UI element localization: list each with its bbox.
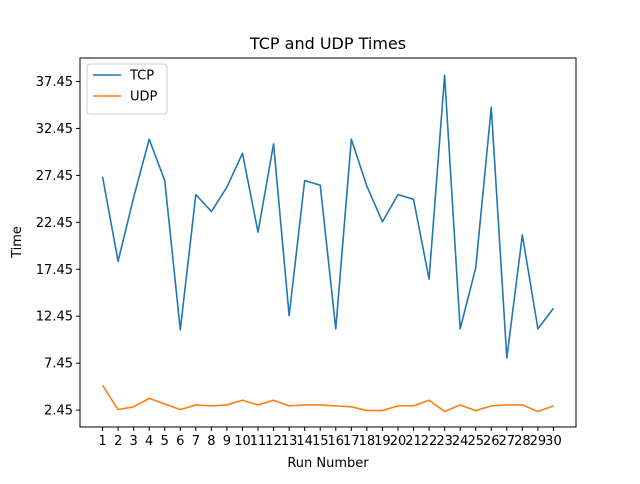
chart-title: TCP and UDP Times bbox=[249, 34, 406, 53]
legend-label-tcp: TCP bbox=[129, 69, 154, 84]
x-tick-label: 13 bbox=[281, 434, 298, 449]
y-tick-label: 2.45 bbox=[44, 404, 73, 419]
x-tick-label: 19 bbox=[374, 434, 391, 449]
x-tick-label: 8 bbox=[207, 434, 215, 449]
y-tick-label: 32.45 bbox=[36, 122, 73, 137]
x-tick-label: 11 bbox=[250, 434, 267, 449]
x-tick-label: 10 bbox=[234, 434, 251, 449]
x-tick-label: 1 bbox=[98, 434, 106, 449]
x-tick-label: 25 bbox=[467, 434, 484, 449]
y-tick-label: 37.45 bbox=[36, 75, 73, 90]
x-tick-label: 12 bbox=[265, 434, 282, 449]
x-tick-label: 30 bbox=[545, 434, 562, 449]
x-tick-label: 15 bbox=[312, 434, 329, 449]
x-tick-label: 27 bbox=[499, 434, 516, 449]
x-tick-label: 3 bbox=[130, 434, 138, 449]
y-tick-label: 7.45 bbox=[44, 357, 73, 372]
x-tick-label: 16 bbox=[328, 434, 345, 449]
x-tick-label: 21 bbox=[405, 434, 422, 449]
legend: TCP UDP bbox=[87, 64, 167, 114]
x-tick-label: 17 bbox=[343, 434, 360, 449]
legend-label-udp: UDP bbox=[130, 90, 158, 105]
x-tick-label: 2 bbox=[114, 434, 122, 449]
x-tick-label: 29 bbox=[530, 434, 547, 449]
x-axis-label: Run Number bbox=[287, 456, 369, 471]
x-tick-label: 6 bbox=[176, 434, 184, 449]
x-tick-label: 26 bbox=[483, 434, 500, 449]
x-tick-label: 4 bbox=[145, 434, 153, 449]
x-tick-label: 23 bbox=[436, 434, 453, 449]
y-tick-label: 22.45 bbox=[36, 216, 73, 231]
y-tick-label: 12.45 bbox=[36, 310, 73, 325]
x-tick-label: 24 bbox=[452, 434, 469, 449]
x-tick-label: 9 bbox=[223, 434, 231, 449]
x-tick-label: 28 bbox=[514, 434, 531, 449]
y-tick-label: 17.45 bbox=[36, 263, 73, 278]
x-tick-label: 5 bbox=[161, 434, 169, 449]
x-tick-label: 14 bbox=[296, 434, 313, 449]
y-tick-label: 27.45 bbox=[36, 169, 73, 184]
x-tick-label: 22 bbox=[421, 434, 438, 449]
x-tick-label: 7 bbox=[192, 434, 200, 449]
x-tick-label: 20 bbox=[390, 434, 407, 449]
y-axis-label: Time bbox=[10, 226, 25, 259]
x-tick-label: 18 bbox=[359, 434, 376, 449]
